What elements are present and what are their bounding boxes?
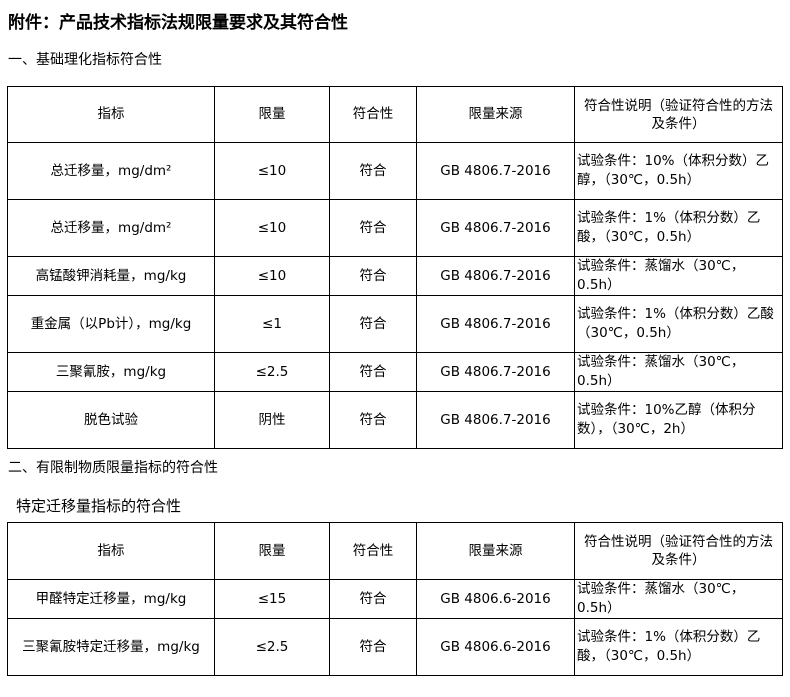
- header-limit-source: 限量来源: [416, 86, 575, 143]
- section-heading-basic: 一、基础理化指标符合性: [8, 52, 162, 68]
- cell-indicator: 总迁移量，mg/dm²: [7, 199, 215, 257]
- header-compliance-note: 符合性说明（验证符合性的方法及条件）: [574, 522, 783, 580]
- table-row: 脱色试验 阴性 符合 GB 4806.7-2016 试验条件：10%乙醇（体积分数），（…: [7, 391, 783, 449]
- cell-indicator: 脱色试验: [7, 391, 215, 449]
- cell-limit: ≤2.5: [214, 618, 330, 676]
- cell-compliance-note: 试验条件：1%（体积分数）乙酸，（30℃，0.5h）: [574, 199, 783, 257]
- header-limit-source: 限量来源: [416, 522, 575, 580]
- cell-limit: ≤10: [214, 256, 330, 296]
- cell-compliance: 符合: [329, 295, 417, 353]
- cell-limit: ≤1: [214, 295, 330, 353]
- header-indicator: 指标: [7, 86, 215, 143]
- section-heading-restricted: 二、有限制物质限量指标的符合性: [8, 460, 218, 476]
- cell-indicator: 总迁移量，mg/dm²: [7, 142, 215, 200]
- cell-compliance: 符合: [329, 142, 417, 200]
- cell-limit-source: GB 4806.7-2016: [416, 391, 575, 449]
- header-compliance-note: 符合性说明（验证符合性的方法及条件）: [574, 86, 783, 143]
- table-row: 三聚氰胺，mg/kg ≤2.5 符合 GB 4806.7-2016 试验条件：蒸馏水（3…: [7, 352, 783, 392]
- table-row: 总迁移量，mg/dm² ≤10 符合 GB 4806.7-2016 试验条件：1%（体积…: [7, 199, 783, 257]
- page-title: 附件：产品技术指标法规限量要求及其符合性: [8, 13, 348, 33]
- cell-indicator: 三聚氰胺，mg/kg: [7, 352, 215, 392]
- basic-indicators-table: 指标 限量 符合性 限量来源 符合性说明（验证符合性的方法及条件） 总迁移量，mg/dm²…: [7, 86, 783, 449]
- cell-limit-source: GB 4806.6-2016: [416, 579, 575, 619]
- table-row: 高锰酸钾消耗量，mg/kg ≤10 符合 GB 4806.7-2016 试验条件：蒸馏水…: [7, 256, 783, 296]
- cell-limit-source: GB 4806.7-2016: [416, 256, 575, 296]
- header-compliance: 符合性: [329, 522, 417, 580]
- cell-limit: ≤2.5: [214, 352, 330, 392]
- cell-limit: ≤10: [214, 142, 330, 200]
- cell-compliance: 符合: [329, 352, 417, 392]
- header-limit: 限量: [214, 86, 330, 143]
- table-row: 甲醛特定迁移量，mg/kg ≤15 符合 GB 4806.6-2016 试验条件：蒸馏水…: [7, 579, 783, 619]
- cell-compliance-note: 试验条件：10%乙醇（体积分数），（30℃，2h）: [574, 391, 783, 449]
- cell-limit-source: GB 4806.7-2016: [416, 295, 575, 353]
- subsection-heading-migration: 特定迁移量指标的符合性: [16, 497, 182, 515]
- cell-compliance-note: 试验条件：10%（体积分数）乙醇，（30℃，0.5h）: [574, 142, 783, 200]
- header-indicator: 指标: [7, 522, 215, 580]
- cell-compliance: 符合: [329, 256, 417, 296]
- header-limit: 限量: [214, 522, 330, 580]
- header-row: 指标 限量 符合性 限量来源 符合性说明（验证符合性的方法及条件）: [7, 522, 783, 580]
- cell-indicator: 重金属（以Pb计），mg/kg: [7, 295, 215, 353]
- cell-indicator: 甲醛特定迁移量，mg/kg: [7, 579, 215, 619]
- migration-indicators-table: 指标 限量 符合性 限量来源 符合性说明（验证符合性的方法及条件） 甲醛特定迁移量，mg/…: [7, 522, 783, 676]
- cell-compliance-note: 试验条件：蒸馏水（30℃，0.5h）: [574, 579, 783, 619]
- cell-limit-source: GB 4806.6-2016: [416, 618, 575, 676]
- cell-limit-source: GB 4806.7-2016: [416, 352, 575, 392]
- table-row: 重金属（以Pb计），mg/kg ≤1 符合 GB 4806.7-2016 试验条件：1%…: [7, 295, 783, 353]
- cell-compliance: 符合: [329, 391, 417, 449]
- cell-limit-source: GB 4806.7-2016: [416, 199, 575, 257]
- cell-compliance: 符合: [329, 579, 417, 619]
- table-row: 总迁移量，mg/dm² ≤10 符合 GB 4806.7-2016 试验条件：10%（体…: [7, 142, 783, 200]
- cell-compliance-note: 试验条件：蒸馏水（30℃，0.5h）: [574, 352, 783, 392]
- cell-compliance-note: 试验条件：1%（体积分数）乙酸（30℃，0.5h）: [574, 295, 783, 353]
- cell-compliance: 符合: [329, 618, 417, 676]
- cell-compliance: 符合: [329, 199, 417, 257]
- header-compliance: 符合性: [329, 86, 417, 143]
- cell-limit: ≤10: [214, 199, 330, 257]
- table-row: 三聚氰胺特定迁移量，mg/kg ≤2.5 符合 GB 4806.6-2016 试验条件：…: [7, 618, 783, 676]
- cell-indicator: 高锰酸钾消耗量，mg/kg: [7, 256, 215, 296]
- cell-indicator: 三聚氰胺特定迁移量，mg/kg: [7, 618, 215, 676]
- cell-limit: 阴性: [214, 391, 330, 449]
- cell-compliance-note: 试验条件：1%（体积分数）乙酸，（30℃，0.5h）: [574, 618, 783, 676]
- cell-compliance-note: 试验条件：蒸馏水（30℃，0.5h）: [574, 256, 783, 296]
- cell-limit-source: GB 4806.7-2016: [416, 142, 575, 200]
- cell-limit: ≤15: [214, 579, 330, 619]
- header-row: 指标 限量 符合性 限量来源 符合性说明（验证符合性的方法及条件）: [7, 86, 783, 143]
